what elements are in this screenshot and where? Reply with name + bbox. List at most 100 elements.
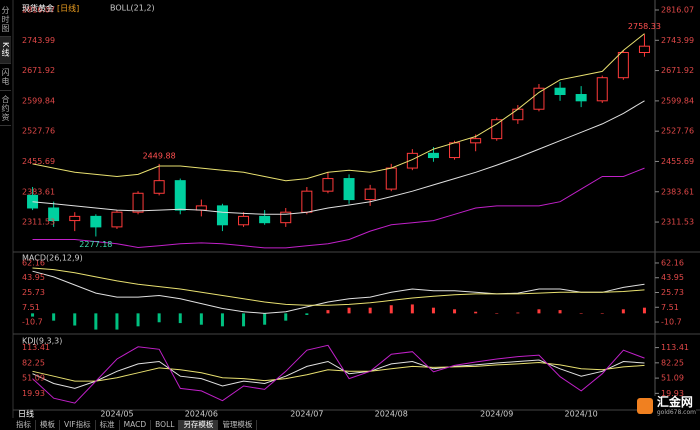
histogram-bar [558,310,562,314]
sidebar-tab[interactable]: 分时图 [0,2,11,37]
y-tick-label: -10.7 [22,318,43,327]
y-tick-label: 2816.07 [22,6,55,15]
indicator-line [32,33,645,182]
histogram-bar [368,307,372,314]
histogram-bar [157,313,161,323]
y-tick-label: 25.73 [661,288,684,297]
candle-body [554,87,566,96]
histogram-bar [242,313,246,327]
tab[interactable]: 标准 [96,420,120,430]
x-tick-label: 2024/10 [565,410,598,419]
histogram-bar [52,313,56,321]
candle-body [638,45,650,53]
histogram-bar [199,313,203,325]
y-tick-label: 51.09 [661,374,684,383]
histogram-bar [453,309,457,314]
indicator-line [32,344,645,404]
price-annotation: 2449.88 [143,151,176,160]
histogram-bar [389,305,393,314]
candle-body [90,215,102,228]
indicator-line [32,100,645,215]
y-tick-label: 43.95 [22,273,45,282]
y-tick-label: 2671.92 [22,66,55,75]
tab[interactable]: VIF指标 [60,420,96,430]
logo-icon [636,398,653,414]
y-tick-label: 7.51 [661,303,679,312]
logo-url: gold678.com [656,409,696,416]
candle-body [427,152,439,159]
panel [32,344,645,404]
price-annotation: 2277.18 [79,240,112,249]
candle-body [406,152,418,169]
y-tick-label: 82.25 [22,358,45,367]
histogram-bar [642,307,646,314]
y-tick-label: 62.16 [22,258,45,267]
candle-body [617,51,629,79]
logo-name: 汇金网 [656,395,693,409]
candle-body [301,190,313,213]
candle-body [575,94,587,102]
tab[interactable]: MACD [120,420,152,430]
y-tick-label: 2527.76 [22,127,55,136]
chart-title: 现货黄金 [日线] [22,3,79,13]
candle-body [280,211,292,224]
y-tick-label: 25.73 [22,288,45,297]
histogram-bar [94,313,98,330]
sidebar-tab[interactable]: 闪电图 [0,64,11,91]
histogram-bar [31,313,35,317]
histogram-bar [516,312,520,314]
tab[interactable]: 模板 [36,420,60,430]
sidebar-tab[interactable]: K线图 [0,37,11,64]
histogram-bar [431,307,435,314]
histogram-bar [410,304,414,314]
y-tick-label: 2743.99 [661,36,694,45]
tab-bar: 指标 模板 VIF指标 标准 MACD BOLL 另存模板 管理模板 [12,420,258,430]
histogram-bar [579,313,583,314]
tab[interactable]: 另存模板 [179,420,219,430]
indicator-line [32,267,645,306]
tab[interactable]: 指标 [12,420,36,430]
candle-body [69,215,81,222]
candle-body [470,138,482,144]
price-annotation: 2758.33 [628,22,661,31]
y-tick-label: 2816.07 [661,6,694,15]
candle-body [364,188,376,201]
y-tick-label: 2383.61 [661,187,694,196]
tab[interactable]: BOLL [151,420,180,430]
y-tick-label: 2743.99 [22,36,55,45]
y-tick-label: 2383.61 [22,187,55,196]
candle-body [216,205,228,226]
candle-body [512,108,524,121]
y-tick-label: 7.51 [22,303,40,312]
candle-body [238,215,250,226]
y-tick-label: 113.41 [22,343,50,352]
title: 现货黄金 [22,3,54,13]
histogram-bar [474,311,478,314]
y-tick-label: 2455.69 [661,157,694,166]
y-tick-label: 51.09 [22,374,45,383]
histogram-bar [347,307,351,314]
y-tick-label: 43.95 [661,273,684,282]
period-button: 日线 [18,409,34,419]
histogram-bar [115,313,119,330]
y-tick-label: 62.16 [661,258,684,267]
x-tick-label: 2024/08 [375,410,408,419]
candle-body [259,215,271,224]
tab[interactable]: 管理模板 [218,420,258,430]
sidebar-tab[interactable]: 合约资料 [0,91,11,126]
y-tick-label: 2599.84 [661,96,694,105]
y-tick-label: 19.93 [22,389,45,398]
y-tick-label: 2527.76 [661,127,694,136]
indicator-line [32,167,645,249]
histogram-bar [263,313,267,325]
candle-body [48,207,60,222]
histogram-bar [178,313,182,324]
logo: 汇金网 gold678.com [636,395,696,416]
candle-body [195,205,207,211]
y-tick-label: 2455.69 [22,157,55,166]
period: [日线] [57,3,79,13]
histogram-bar [73,313,77,326]
candle-body [385,167,397,190]
